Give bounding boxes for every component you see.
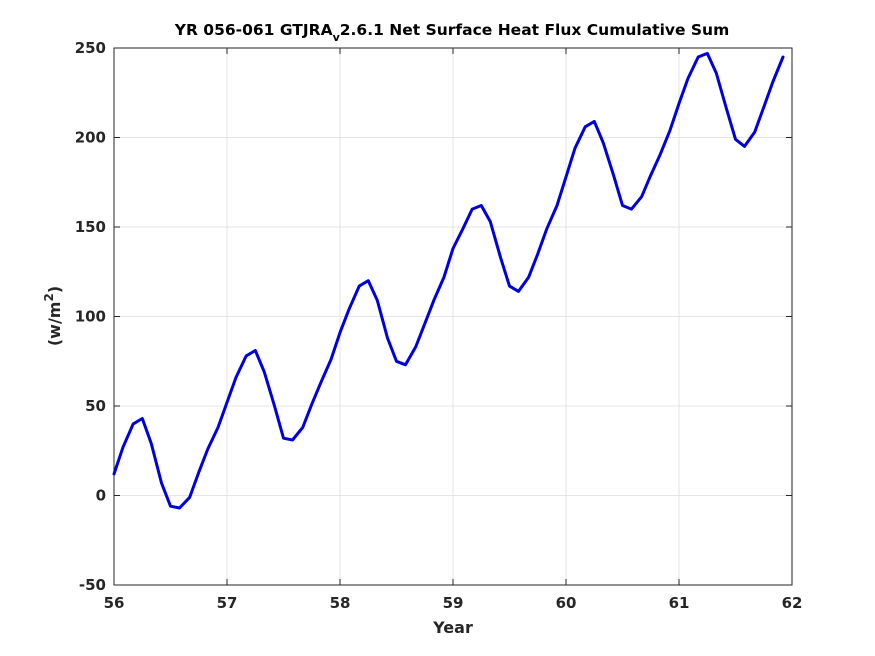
y-tick-label: 250 xyxy=(75,39,106,57)
y-axis-label: (w/m2) xyxy=(42,286,64,346)
x-axis-label: Year xyxy=(432,618,473,637)
x-tick-label: 56 xyxy=(104,594,125,612)
y-tick-label: 200 xyxy=(75,129,106,147)
x-tick-label: 58 xyxy=(330,594,351,612)
chart-title: YR 056-061 GTJRAv2.6.1 Net Surface Heat … xyxy=(174,21,730,44)
y-axis-label-superscript: 2 xyxy=(42,293,56,301)
y-axis-label-end: ) xyxy=(45,286,64,293)
x-tick-label: 62 xyxy=(782,594,803,612)
chart-title-subscript: v xyxy=(333,31,341,44)
chart-title-rest: 2.6.1 Net Surface Heat Flux Cumulative S… xyxy=(340,21,730,39)
y-tick-label: 150 xyxy=(75,218,106,236)
x-tick-label: 61 xyxy=(669,594,690,612)
x-tick-labels: 56 57 58 59 60 61 62 xyxy=(104,594,803,612)
y-tick-label: -50 xyxy=(79,576,106,594)
y-tick-label: 0 xyxy=(96,487,106,505)
series-group xyxy=(112,51,785,510)
y-tick-label: 50 xyxy=(85,397,106,415)
x-tick-label: 57 xyxy=(217,594,238,612)
x-tick-label: 59 xyxy=(443,594,464,612)
x-tick-label: 60 xyxy=(556,594,577,612)
series-line-0 xyxy=(112,51,785,510)
y-tick-label: 100 xyxy=(75,308,106,326)
chart-title-main: YR 056-061 GTJRA xyxy=(174,21,333,39)
axis-ticks xyxy=(113,47,793,586)
y-axis-label-base: (w/m xyxy=(45,302,64,347)
y-tick-labels: -50 0 50 100 150 200 250 xyxy=(75,39,106,594)
